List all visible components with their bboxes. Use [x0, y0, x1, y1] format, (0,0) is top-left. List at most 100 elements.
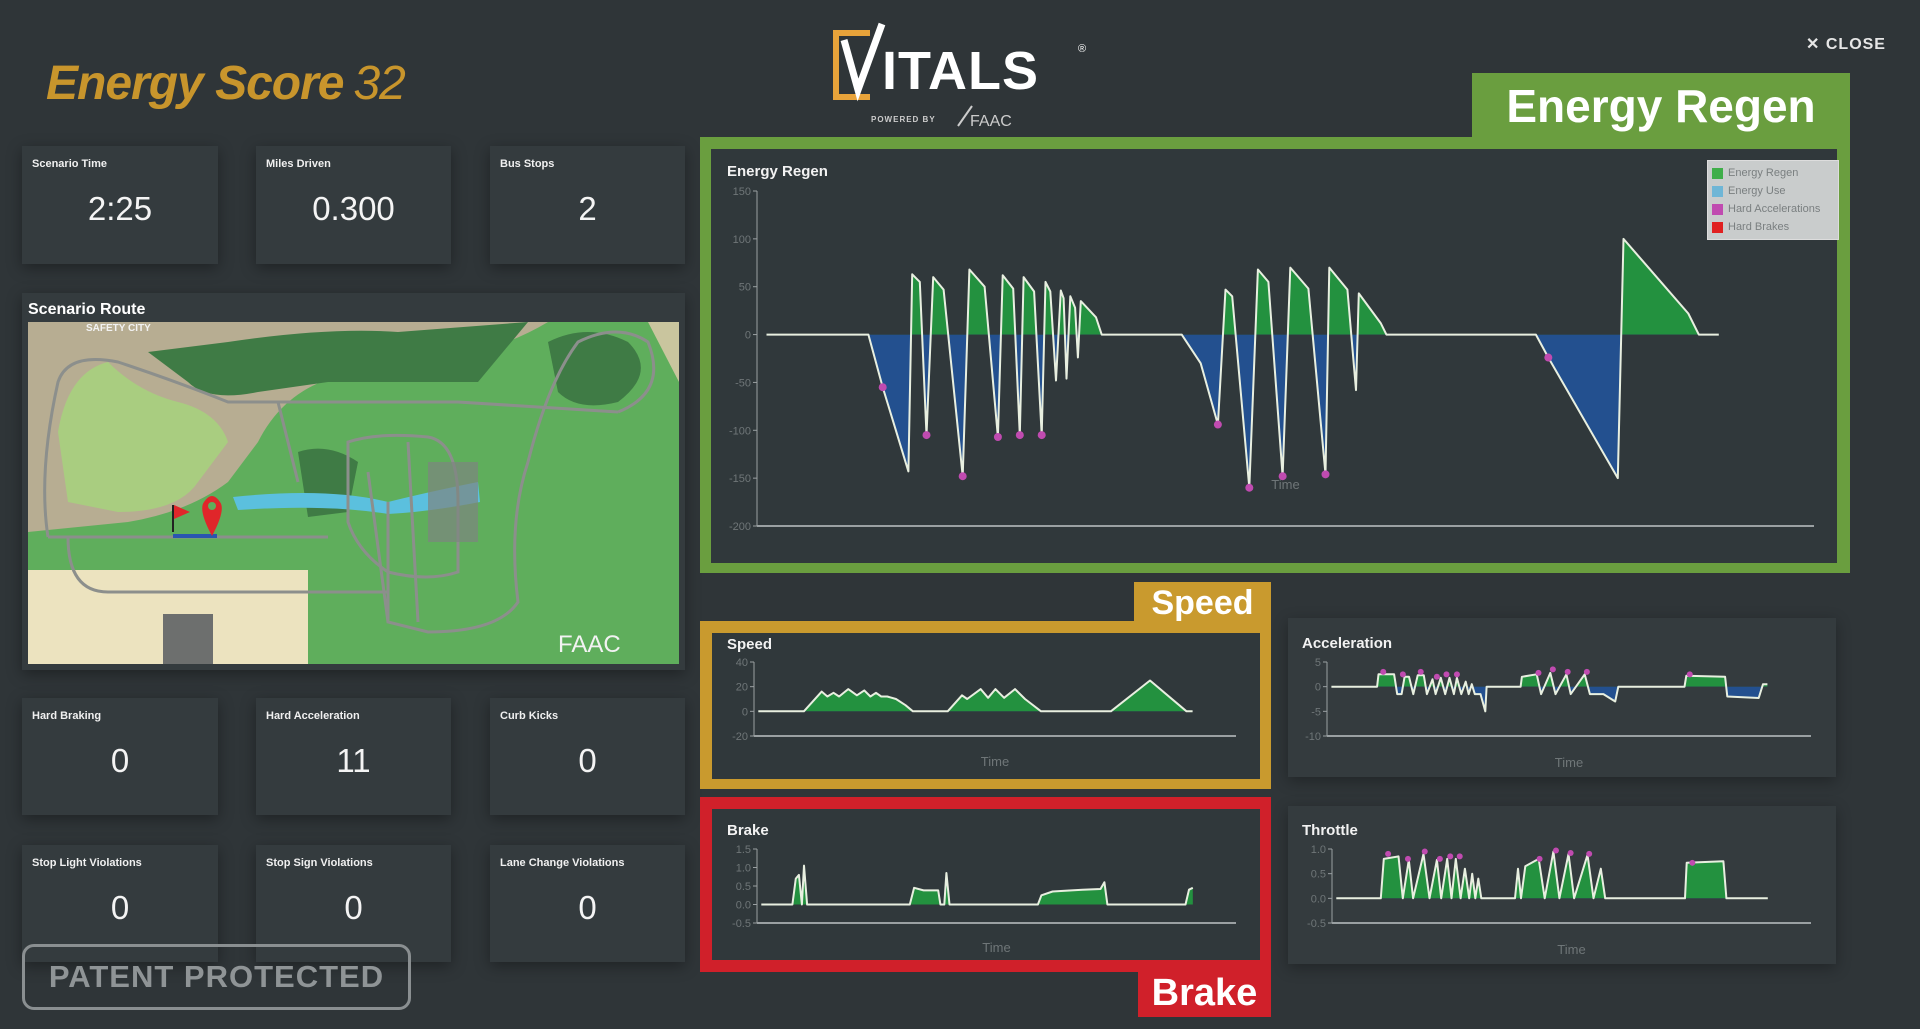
hard-acceleration-marker[interactable] — [1436, 855, 1443, 862]
hard-acceleration-marker[interactable] — [1686, 671, 1693, 678]
hard-acceleration-marker[interactable] — [1380, 668, 1387, 675]
series-line — [758, 679, 1193, 713]
legend-item-energy-use[interactable]: Energy Use — [1712, 182, 1834, 200]
y-tick-label: 0.0 — [1311, 893, 1326, 905]
hard-acceleration-marker[interactable] — [1037, 431, 1046, 440]
hard-acceleration-marker[interactable] — [1456, 853, 1463, 860]
close-button[interactable]: ✕ CLOSE — [1806, 34, 1886, 54]
hard-acceleration-marker[interactable] — [1447, 853, 1454, 860]
series-line — [1331, 671, 1768, 713]
chart-title: Throttle — [1302, 822, 1358, 839]
stat-value: 0 — [578, 889, 597, 926]
energy-score-value: 32 — [353, 57, 405, 110]
hard-acceleration-marker[interactable] — [1549, 666, 1556, 673]
route-map[interactable]: SAFETY CITY FAAC — [28, 322, 679, 664]
stat-card-bus-stops: Bus Stops 2 — [490, 146, 685, 264]
stat-label: Miles Driven — [266, 158, 331, 170]
patent-protected-badge: PATENT PROTECTED — [22, 944, 411, 1010]
hard-acceleration-marker[interactable] — [1564, 668, 1571, 675]
faac-brand: FAAC — [970, 113, 1012, 130]
y-tick-label: -20 — [732, 731, 748, 743]
series-line — [766, 237, 1719, 489]
stat-card-hard-braking: Hard Braking 0 — [22, 698, 218, 815]
hard-acceleration-marker[interactable] — [1421, 848, 1428, 855]
hard-acceleration-marker[interactable] — [1015, 431, 1024, 440]
brake-chart-panel: Brake 1.5 1.0 0.5 0.0 -0.5 Time — [712, 809, 1260, 960]
y-tick-label: 5 — [1315, 657, 1321, 669]
speed-banner: Speed — [1134, 582, 1271, 624]
energy-regen-chart-panel: Energy Regen 150 100 50 0 -50 -100 -150 -200 Tim… — [711, 149, 1839, 563]
chart-title: Acceleration — [1302, 635, 1393, 652]
speed-chart: 40 20 0 -20 Time — [732, 657, 1236, 769]
hard-acceleration-marker[interactable] — [1417, 668, 1424, 675]
hard-acceleration-marker[interactable] — [1544, 353, 1553, 362]
logo-text: ITALS — [882, 41, 1039, 101]
stat-value: 0 — [110, 742, 130, 779]
stat-label: Stop Sign Violations — [266, 857, 373, 869]
legend-swatch — [1712, 221, 1723, 233]
hard-acceleration-marker[interactable] — [1586, 850, 1593, 857]
hard-acceleration-marker[interactable] — [878, 383, 887, 392]
legend-item-energy-regen[interactable]: Energy Regen — [1712, 164, 1834, 182]
y-tick-label: -0.5 — [1307, 918, 1326, 930]
y-tick-label: 0.5 — [1311, 869, 1326, 881]
energy-score-label: Energy Score — [46, 57, 344, 110]
energy-regen-banner: Energy Regen — [1472, 73, 1850, 139]
stat-card-hard-acceleration: Hard Acceleration 11 — [256, 698, 451, 815]
acceleration-chart: 5 0 -5 -10 Time — [1305, 657, 1811, 770]
hard-acceleration-marker[interactable] — [1536, 855, 1543, 862]
stat-card-stop-sign-violations: Stop Sign Violations 0 — [256, 845, 451, 962]
hard-acceleration-marker[interactable] — [1399, 671, 1406, 678]
stat-label: Lane Change Violations — [500, 857, 625, 869]
stat-card-lane-change-violations: Lane Change Violations 0 — [490, 845, 685, 962]
x-axis-label: Time — [1271, 477, 1299, 492]
hard-acceleration-marker[interactable] — [1213, 420, 1222, 429]
location-pin-icon — [202, 496, 222, 536]
y-tick-label: 0 — [1315, 682, 1321, 694]
stat-value: 0 — [578, 742, 597, 779]
hard-acceleration-marker[interactable] — [1689, 859, 1696, 866]
hard-acceleration-marker[interactable] — [1245, 483, 1254, 492]
hard-acceleration-marker[interactable] — [1567, 849, 1574, 856]
series-line — [1336, 850, 1768, 900]
speed-chart-panel: Speed 40 20 0 -20 Time — [712, 633, 1260, 779]
start-flag-icon — [174, 505, 190, 519]
hard-acceleration-marker[interactable] — [1583, 668, 1590, 675]
legend-item-hard-brakes[interactable]: Hard Brakes — [1712, 218, 1834, 236]
hard-acceleration-marker[interactable] — [1443, 671, 1450, 678]
stat-value: 0 — [110, 889, 130, 926]
y-tick-label: 50 — [739, 282, 751, 294]
hard-acceleration-marker[interactable] — [1552, 847, 1559, 854]
hard-acceleration-marker[interactable] — [958, 472, 967, 481]
chart-title: Speed — [727, 636, 773, 653]
acceleration-chart-panel: Acceleration 5 0 -5 -10 Time — [1288, 618, 1836, 777]
legend-item-hard-accelerations[interactable]: Hard Accelerations — [1712, 200, 1834, 218]
svg-text:®: ® — [1078, 43, 1086, 55]
y-tick-label: 0.5 — [736, 881, 751, 893]
map-watermark: FAAC — [558, 631, 621, 658]
hard-acceleration-marker[interactable] — [1433, 673, 1440, 680]
positive-area — [761, 865, 1193, 905]
hard-acceleration-marker[interactable] — [1535, 669, 1542, 676]
y-tick-label: -10 — [1305, 731, 1321, 743]
hard-acceleration-marker[interactable] — [1404, 855, 1411, 862]
hard-acceleration-marker[interactable] — [1385, 850, 1392, 857]
stat-label: Stop Light Violations — [32, 857, 142, 869]
series-line — [761, 864, 1194, 906]
hard-acceleration-marker[interactable] — [922, 431, 931, 440]
y-tick-label: -200 — [729, 521, 751, 533]
y-tick-label: -50 — [735, 377, 751, 389]
hard-acceleration-marker[interactable] — [993, 432, 1002, 441]
legend-swatch — [1712, 167, 1723, 179]
hard-acceleration-marker[interactable] — [1278, 472, 1287, 481]
stat-label: Scenario Time — [32, 158, 107, 170]
y-tick-label: -150 — [729, 473, 751, 485]
y-tick-label: 0 — [742, 706, 748, 718]
stat-label: Hard Acceleration — [266, 710, 360, 722]
hard-acceleration-marker[interactable] — [1321, 470, 1330, 479]
y-tick-label: -100 — [729, 425, 751, 437]
negative-area — [761, 866, 1193, 905]
x-icon: ✕ — [1806, 36, 1821, 53]
hard-acceleration-marker[interactable] — [1453, 671, 1460, 678]
scenario-route-title: Scenario Route — [28, 301, 146, 318]
